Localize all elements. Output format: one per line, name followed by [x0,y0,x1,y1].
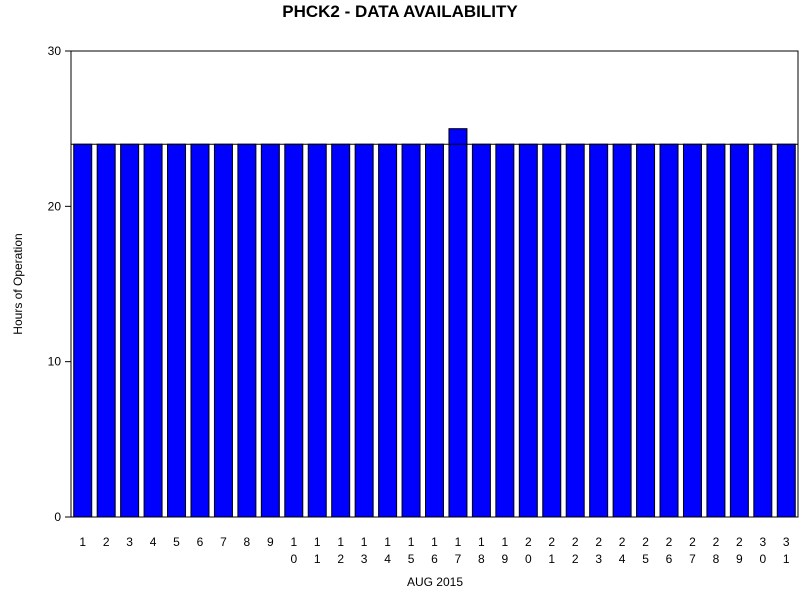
bar-day-6 [190,143,210,518]
bar-day-8 [237,143,257,518]
x-tick-label: 4 [150,535,157,549]
bar-day-1 [73,143,93,518]
y-axis: 0 10 20 30 [48,44,71,524]
bar-day-19 [495,143,515,518]
x-tick-label: 5 [173,535,180,549]
bar-day-11 [307,143,327,518]
bar-day-20 [518,143,538,518]
x-tick-label: 9 [267,535,274,549]
bar-day-22 [565,143,585,518]
bar-day-17 [448,128,468,518]
y-tick-label: 30 [48,44,62,58]
chart-title: PHCK2 - DATA AVAILABILITY [282,2,518,21]
bar-day-21 [542,143,562,518]
y-tick-label: 20 [48,199,62,213]
bar-day-18 [471,143,491,518]
x-tick-label: 3 [126,535,133,549]
bar-day-25 [636,143,656,518]
x-tick-label: 6 [197,535,204,549]
bar-day-28 [706,143,726,518]
bar-day-2 [96,143,116,518]
bar-day-14 [378,143,398,518]
x-tick-label: 2 [103,535,110,549]
y-axis-label: Hours of Operation [11,233,25,334]
bar-day-5 [167,143,187,518]
x-tick-label: 7 [220,535,227,549]
bar-day-31 [776,143,796,518]
bar-day-16 [425,143,444,518]
x-axis-label: AUG 2015 [407,575,463,589]
bar-day-4 [143,143,163,518]
bar-day-7 [213,143,233,518]
x-tick-label: 1 [79,535,86,549]
bar-day-3 [120,143,140,518]
y-tick-label: 10 [48,355,62,369]
bar-day-30 [753,143,773,518]
bar-day-9 [260,143,280,518]
bar-day-24 [612,143,632,518]
x-axis: 1 2 3 4 5 6 7 8 9 1 01 11 21 31 41 51 61 71 81 92 02 12 22 32 42… [79,535,790,566]
bar-day-10 [284,143,304,518]
bar-day-15 [401,143,421,518]
bar-day-12 [331,143,351,518]
bar-day-26 [659,143,679,518]
bars-group [73,128,796,518]
x-tick-label: 8 [244,535,251,549]
bar-day-27 [682,143,702,518]
bar-day-29 [729,143,749,518]
y-tick-label: 0 [54,510,61,524]
bar-day-13 [354,143,374,518]
bar-day-23 [589,143,609,518]
